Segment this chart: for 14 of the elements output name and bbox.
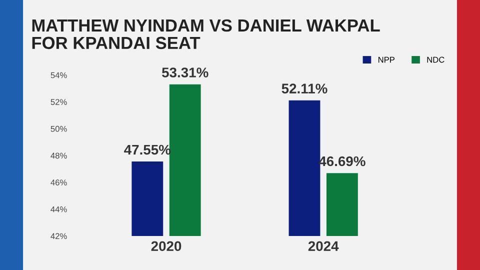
data-label: 53.31% xyxy=(162,68,208,78)
y-tick-label: 52% xyxy=(50,99,67,105)
x-tick-label: 2020 xyxy=(151,241,182,252)
x-tick-label: 2024 xyxy=(308,241,339,252)
y-tick-label: 44% xyxy=(50,206,67,212)
legend-label: NDC xyxy=(427,56,444,63)
legend-label: NPP xyxy=(378,56,394,63)
chart-title: MATTHEW NYINDAM VS DANIEL WAKPAL FOR KPANDAI SEAT xyxy=(32,19,380,50)
y-tick-label: 48% xyxy=(50,152,67,159)
y-tick-label: 54% xyxy=(50,72,67,78)
y-tick-label: 42% xyxy=(50,233,67,240)
y-tick-label: 46% xyxy=(50,180,67,186)
y-tick-label: 50% xyxy=(50,126,67,132)
data-label: 52.11% xyxy=(282,84,328,94)
